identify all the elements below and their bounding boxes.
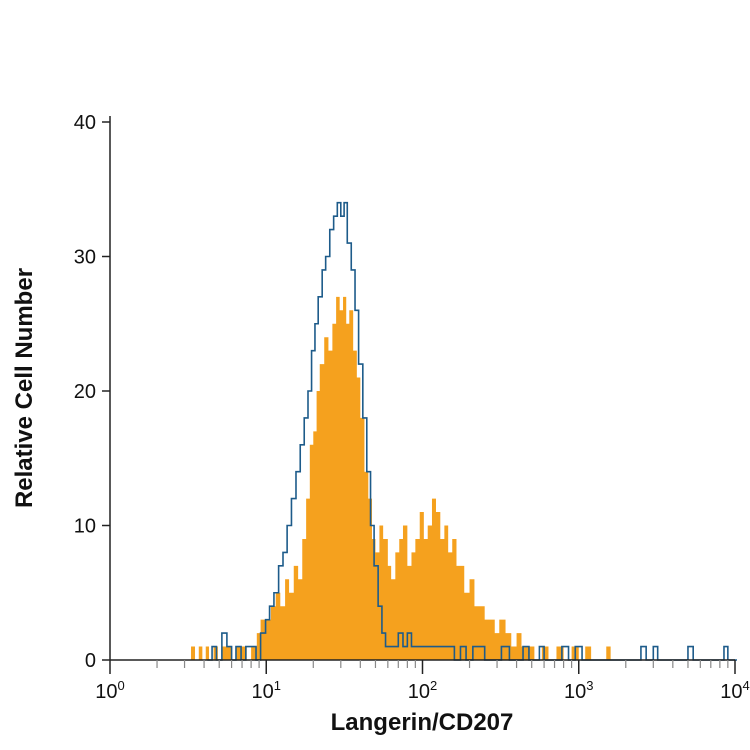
x-tick-label: 104	[720, 678, 749, 703]
filled-histogram-series	[188, 296, 613, 660]
x-axis-ticks: 100 101 102 103 104	[95, 660, 750, 703]
plot-area	[188, 201, 737, 661]
y-axis-ticks: 0 10 20 30 40	[74, 112, 110, 672]
y-tick-label: 30	[74, 247, 96, 269]
y-tick-label: 10	[74, 516, 96, 538]
y-tick-label: 40	[74, 112, 96, 134]
x-tick-label: 100	[95, 678, 124, 703]
x-tick-label: 101	[252, 678, 281, 703]
y-axis-title: Relative Cell Number	[11, 268, 38, 508]
x-tick-label: 103	[564, 678, 593, 703]
x-axis-title: Langerin/CD207	[331, 709, 514, 736]
y-tick-label: 20	[74, 381, 96, 403]
y-tick-label: 0	[85, 650, 96, 672]
x-tick-label: 102	[408, 678, 437, 703]
